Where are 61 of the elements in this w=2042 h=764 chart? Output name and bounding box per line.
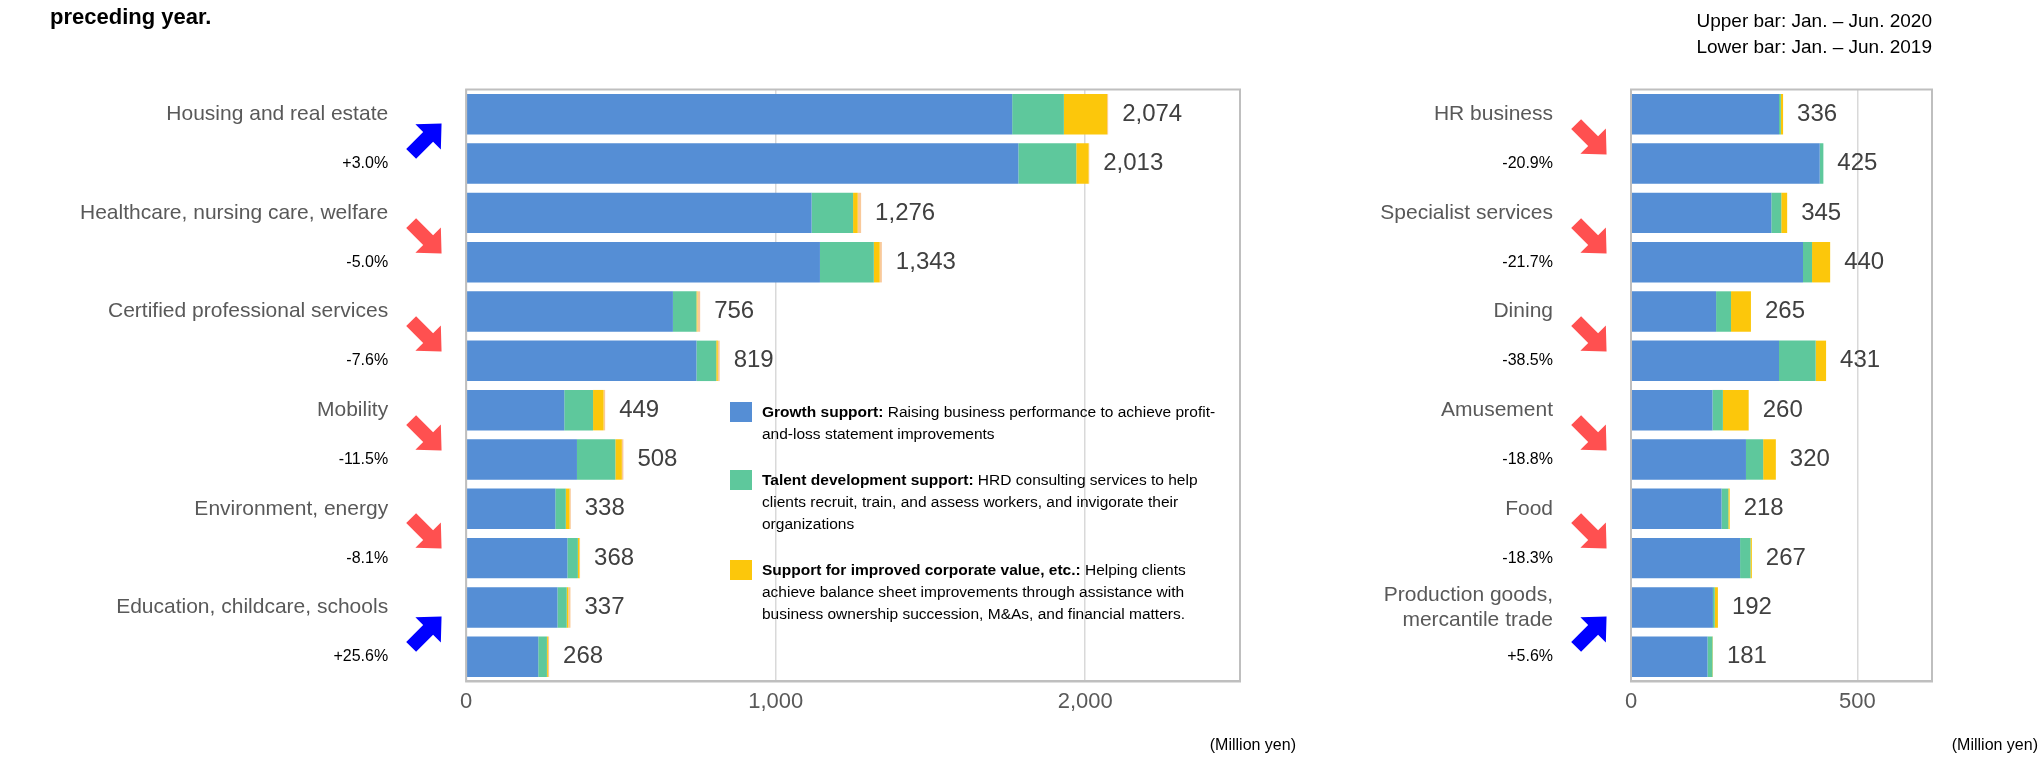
y-tick-label: -18.8%: [1502, 449, 1553, 467]
total-label: 337: [584, 592, 625, 620]
y-tick-label: Dining: [1493, 298, 1553, 322]
total-label: 320: [1789, 444, 1830, 472]
legend-label: Talent development support: HRD consulting services to help clients recruit, train, and assess workers, and invigorate their organizations: [762, 470, 1199, 535]
y-tick-label: HR business: [1433, 101, 1553, 125]
y-tick-label: -20.9%: [1502, 153, 1553, 171]
total-label: 368: [594, 542, 635, 570]
x-tick-label: 1,000: [748, 688, 804, 714]
y-tick-label: Production goods, mercantile trade: [1383, 581, 1553, 630]
total-label: 440: [1844, 246, 1885, 274]
total-label: 756: [714, 296, 755, 324]
y-tick-label: -21.7%: [1502, 252, 1553, 270]
total-label: 431: [1840, 345, 1881, 373]
y-tick-label: -8.1%: [346, 548, 389, 566]
legend-label: Support for improved corporate value, etc.: Helping clients achieve balance sheet improvements through assistance with business ownership succession, M&As, and financial matters.: [762, 560, 1187, 625]
x-tick-label: 500: [1838, 688, 1876, 714]
total-label: 267: [1765, 542, 1806, 570]
x-tick-label: 0: [1624, 688, 1638, 714]
text: Upper bar: Jan. – Jun. 2020: [1696, 10, 1932, 32]
x-axis-title: (Million yen): [1209, 736, 1296, 754]
total-label: 819: [733, 345, 774, 373]
total-label: 338: [584, 493, 625, 521]
total-label: 345: [1801, 197, 1842, 225]
y-tick-label: Mobility: [316, 396, 389, 420]
x-tick-label: 2,000: [1057, 688, 1113, 714]
x-axis-title: (Million yen): [1951, 736, 2038, 754]
total-label: 2,013: [1103, 148, 1164, 176]
y-tick-label: -38.5%: [1502, 351, 1553, 369]
total-label: 265: [1764, 296, 1805, 324]
x-tick-label: 0: [460, 688, 473, 714]
total-label: 192: [1731, 592, 1772, 620]
y-tick-label: -7.6%: [346, 351, 389, 369]
y-tick-label: Environment, energy: [194, 495, 389, 519]
total-label: 508: [637, 444, 678, 472]
total-label: 449: [619, 394, 660, 422]
total-label: 268: [563, 641, 604, 669]
total-label: 336: [1797, 98, 1838, 126]
y-tick-label: Certified professional services: [108, 298, 389, 322]
y-tick-label: -5.0%: [346, 252, 389, 270]
total-label: 260: [1762, 394, 1803, 422]
total-label: 1,343: [895, 246, 956, 274]
y-tick-label: +3.0%: [342, 153, 389, 171]
y-tick-label: Food: [1505, 495, 1553, 519]
text: Lower bar: Jan. – Jun. 2019: [1696, 36, 1932, 58]
total-label: 2,074: [1122, 98, 1183, 126]
text: preceding year.: [50, 4, 212, 30]
y-tick-label: Healthcare, nursing care, welfare: [79, 199, 389, 223]
total-label: 218: [1743, 493, 1784, 521]
total-label: 181: [1726, 641, 1767, 669]
y-tick-label: -18.3%: [1502, 548, 1553, 566]
y-tick-label: Housing and real estate: [166, 101, 389, 125]
total-label: 425: [1837, 148, 1878, 176]
y-tick-label: +25.6%: [333, 647, 389, 665]
y-tick-label: Amusement: [1440, 396, 1554, 420]
y-tick-label: -11.5%: [338, 449, 389, 467]
y-tick-label: +5.6%: [1507, 647, 1553, 665]
total-label: 1,276: [875, 197, 936, 225]
y-tick-label: Specialist services: [1380, 199, 1553, 223]
y-tick-label: Education, childcare, schools: [116, 594, 389, 618]
legend-label: Growth support: Raising business performance to achieve profit-and-loss statement improvements: [762, 402, 1217, 445]
